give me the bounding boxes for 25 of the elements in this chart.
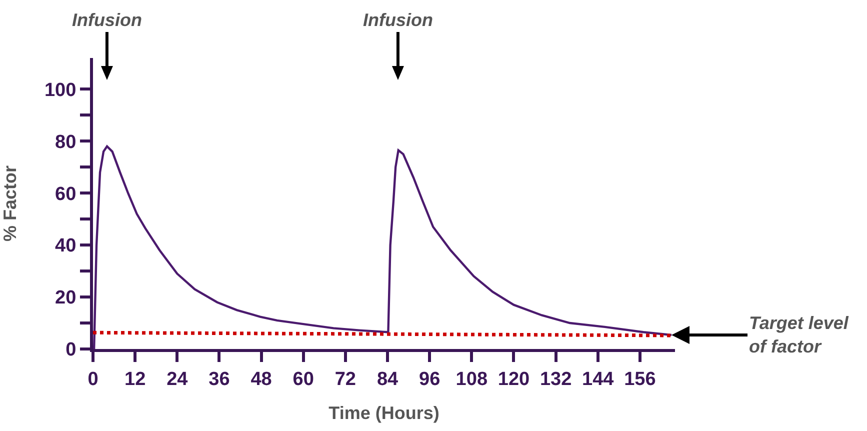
x-tick-label: 156	[624, 368, 656, 390]
y-tick-label: 100	[44, 80, 76, 101]
text: Infusion	[363, 10, 433, 30]
text: Infusion	[72, 10, 142, 30]
x-tick-label: 36	[208, 368, 230, 390]
x-axis-title: Time (Hours)	[328, 402, 440, 423]
y-tick-label: 40	[55, 236, 76, 257]
y-tick-label: 60	[55, 184, 76, 205]
x-tick-label: 120	[498, 368, 530, 390]
x-tick-label: 48	[250, 368, 272, 390]
y-tick-label: 20	[55, 288, 76, 309]
x-tick-label: 0	[88, 368, 98, 390]
y-axis-title: % Factor	[0, 165, 20, 242]
annotation: Target level of factor	[749, 313, 850, 356]
x-tick-label: 96	[419, 368, 440, 390]
x-tick-label: 108	[456, 368, 488, 390]
x-tick-label: 144	[582, 368, 614, 390]
x-tick-label: 12	[124, 368, 146, 390]
x-tick-label: 84	[376, 368, 399, 390]
y-tick-label: 80	[55, 132, 76, 153]
x-tick-label: 24	[166, 368, 188, 390]
y-tick-label: 0	[66, 340, 76, 361]
x-tick-label: 132	[540, 368, 572, 390]
x-tick-label: 72	[334, 368, 356, 390]
x-tick-label: 60	[292, 368, 314, 390]
